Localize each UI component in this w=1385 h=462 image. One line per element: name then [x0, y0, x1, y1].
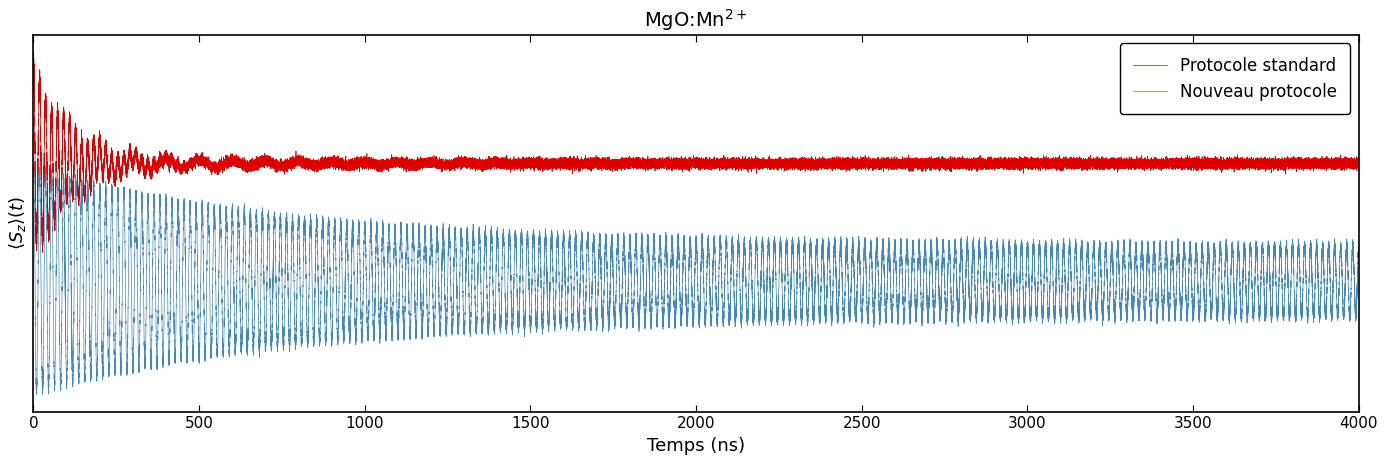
Protocole standard: [1152, 162, 1169, 168]
Protocole standard: [25, 49, 42, 55]
Protocole standard: [450, 160, 467, 165]
Title: MgO:Mn$^{2+}$: MgO:Mn$^{2+}$: [644, 7, 748, 33]
Nouveau protocole: [450, 328, 467, 333]
Nouveau protocole: [173, 352, 190, 358]
Line: Nouveau protocole: Nouveau protocole: [33, 166, 1359, 395]
Nouveau protocole: [35, 392, 51, 397]
Nouveau protocole: [25, 163, 42, 169]
Nouveau protocole: [1019, 244, 1036, 249]
Protocole standard: [1101, 164, 1118, 170]
Protocole standard: [1350, 163, 1367, 169]
Legend: Protocole standard, Nouveau protocole: Protocole standard, Nouveau protocole: [1120, 43, 1350, 114]
Y-axis label: $\langle S_z \rangle(t)$: $\langle S_z \rangle(t)$: [7, 196, 28, 250]
Nouveau protocole: [1350, 241, 1367, 246]
Protocole standard: [173, 166, 190, 171]
Nouveau protocole: [1152, 255, 1169, 260]
Protocole standard: [1019, 164, 1036, 170]
Nouveau protocole: [1101, 306, 1118, 311]
Protocole standard: [25, 55, 42, 61]
Protocole standard: [35, 249, 51, 255]
Line: Protocole standard: Protocole standard: [33, 52, 1359, 252]
Nouveau protocole: [25, 165, 42, 170]
Nouveau protocole: [1198, 301, 1215, 307]
Protocole standard: [1198, 162, 1215, 167]
X-axis label: Temps (ns): Temps (ns): [647, 437, 745, 455]
